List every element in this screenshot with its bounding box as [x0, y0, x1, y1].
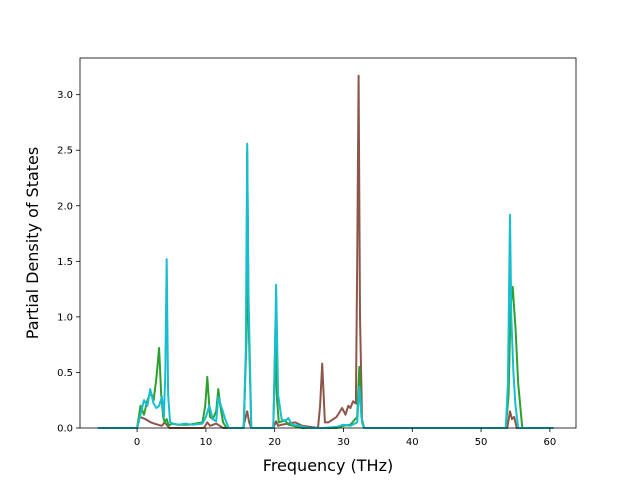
y-tick-label: 1.0: [57, 312, 73, 323]
x-tick-label: 50: [475, 437, 488, 448]
x-axis-label: Frequency (THz): [263, 456, 393, 475]
series-line-3: [97, 142, 554, 429]
y-tick-label: 0.0: [57, 424, 73, 435]
x-tick-label: 20: [268, 437, 281, 448]
x-tick-label: 40: [406, 437, 419, 448]
y-axis-label: Partial Density of States: [23, 147, 42, 339]
x-tick-label: 30: [337, 437, 350, 448]
y-tick-label: 2.5: [57, 146, 73, 157]
y-tick-label: 3.0: [57, 90, 73, 101]
x-axis-ticks: 0 10 20 30 40 50 60: [134, 428, 556, 448]
x-tick-label: 60: [543, 437, 556, 448]
x-tick-label: 10: [200, 437, 213, 448]
y-tick-label: 2.0: [57, 201, 73, 212]
plot-frame: [79, 57, 577, 429]
y-tick-label: 1.5: [57, 257, 73, 268]
x-tick-label: 0: [134, 437, 140, 448]
y-axis-ticks: 0.0 0.5 1.0 1.5 2.0 2.5 3.0: [57, 90, 80, 435]
y-tick-label: 0.5: [57, 368, 73, 379]
